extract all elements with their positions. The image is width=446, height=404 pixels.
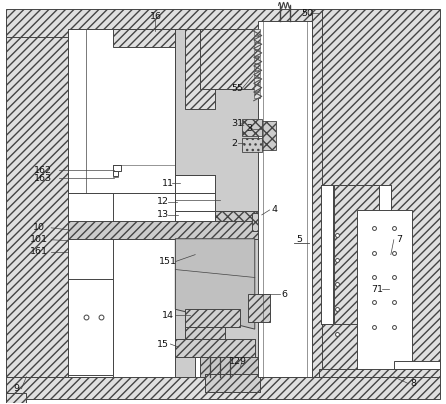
Text: 31: 31 [231, 119, 243, 128]
Bar [200, 357, 265, 377]
Bar [254, 71, 260, 77]
Polygon shape [175, 239, 255, 329]
Bar [242, 139, 262, 152]
Bar [113, 29, 175, 47]
Bar [334, 185, 389, 324]
Bar [205, 374, 260, 392]
Bar [113, 171, 118, 176]
Bar [200, 29, 255, 89]
Bar [254, 85, 260, 91]
Bar [254, 50, 260, 56]
Bar [254, 36, 260, 42]
Bar [242, 119, 262, 137]
Text: 10: 10 [33, 223, 45, 232]
Text: 129: 129 [229, 358, 247, 366]
Text: 11: 11 [162, 179, 174, 187]
Bar [258, 21, 312, 377]
Text: 4: 4 [272, 206, 278, 215]
Text: 71: 71 [371, 285, 383, 294]
Text: 14: 14 [162, 311, 174, 320]
Text: 2: 2 [231, 139, 237, 148]
Bar [254, 78, 260, 84]
Bar [394, 361, 439, 369]
Bar [254, 92, 260, 98]
Bar [252, 213, 281, 231]
Bar [7, 377, 439, 399]
Bar [68, 221, 297, 239]
Bar [175, 193, 215, 211]
Bar [185, 29, 215, 109]
Text: 3: 3 [246, 124, 252, 133]
Bar [319, 9, 439, 377]
Text: 13: 13 [157, 210, 169, 219]
Bar [254, 29, 260, 35]
Bar [175, 29, 260, 377]
Bar [321, 185, 391, 324]
Text: 50: 50 [301, 9, 314, 18]
Bar [175, 339, 255, 357]
Bar [321, 185, 333, 324]
Bar [68, 29, 83, 74]
Text: 7: 7 [396, 235, 402, 244]
Bar [357, 210, 412, 374]
Bar [319, 369, 439, 377]
Text: 163: 163 [34, 174, 52, 183]
Bar [7, 9, 314, 37]
Bar [185, 327, 225, 339]
Bar [254, 43, 260, 49]
Bar [175, 211, 255, 221]
Bar [254, 64, 260, 70]
Bar [254, 57, 260, 63]
Text: 55: 55 [231, 84, 243, 93]
Bar [175, 175, 215, 193]
Text: 15: 15 [157, 339, 169, 349]
Text: 9: 9 [13, 384, 20, 393]
Bar [248, 295, 270, 322]
Bar [195, 357, 245, 377]
Bar [113, 165, 121, 171]
Bar [7, 393, 26, 403]
Bar [312, 9, 322, 109]
Bar [205, 374, 260, 392]
Bar [175, 339, 255, 357]
Text: 5: 5 [297, 235, 302, 244]
Text: 162: 162 [34, 166, 52, 175]
Text: 12: 12 [157, 198, 169, 206]
Bar [7, 29, 68, 377]
Text: 8: 8 [411, 379, 417, 388]
Bar [215, 211, 260, 221]
Bar [83, 29, 93, 59]
Bar [312, 9, 322, 377]
Text: 6: 6 [281, 290, 288, 299]
Text: 16: 16 [149, 12, 161, 21]
Bar [68, 280, 113, 375]
Text: 151: 151 [159, 257, 178, 266]
Bar [68, 29, 113, 377]
Bar [262, 120, 276, 150]
Bar [68, 29, 197, 193]
Text: 161: 161 [30, 247, 48, 256]
Bar [185, 309, 240, 327]
Text: 101: 101 [30, 235, 48, 244]
Bar [379, 185, 391, 324]
